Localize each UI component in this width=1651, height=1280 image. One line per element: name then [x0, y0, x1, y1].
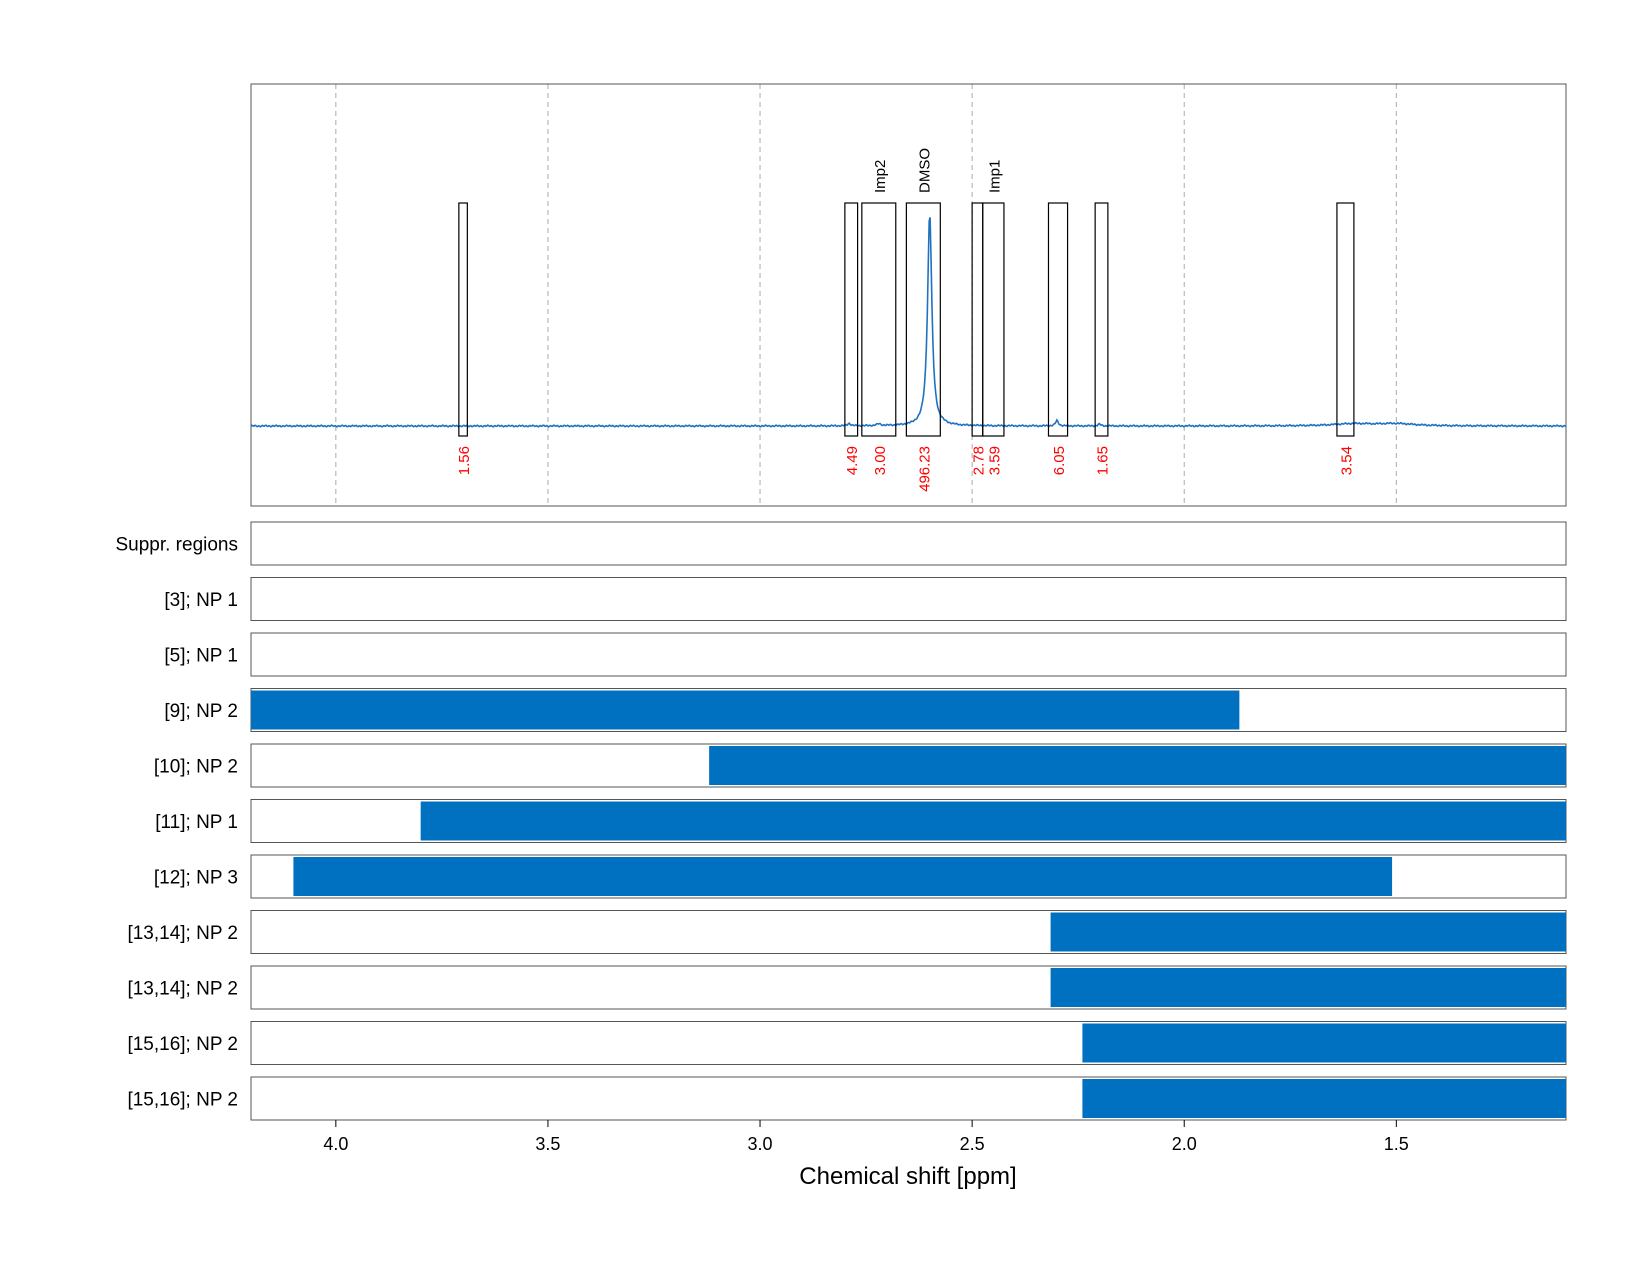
- integration-region: [982, 202, 1005, 437]
- integral-value-label: 4.49: [844, 446, 861, 475]
- track-bar: [420, 801, 1566, 841]
- region-name-label: DMSO: [916, 148, 933, 193]
- track-label: [15,16]; NP 2: [127, 1090, 238, 1111]
- integration-region: [1094, 202, 1109, 437]
- region-name-label: Imp2: [872, 160, 889, 193]
- track-bar: [1050, 968, 1566, 1007]
- integration-region: [1047, 202, 1069, 437]
- integral-value-label: 1.56: [456, 446, 473, 475]
- x-tick-label: 1.5: [1384, 1134, 1409, 1154]
- x-axis-title: Chemical shift [ppm]: [799, 1163, 1016, 1190]
- track-label: [13,14]; NP 2: [127, 979, 238, 1000]
- integration-region: [1336, 202, 1355, 437]
- track-bar: [1082, 1023, 1566, 1063]
- range-tracks: Suppr. regions [3]; NP 1 [5]; NP 1 [9]; NP …: [115, 521, 1567, 1121]
- track-bar: [1050, 912, 1566, 952]
- x-tick-label: 2.0: [1172, 1134, 1197, 1154]
- track-label: [10]; NP 2: [154, 757, 238, 778]
- track-label: [9]; NP 2: [164, 701, 238, 722]
- spectrum-line: [250, 217, 1567, 428]
- track-label: [15,16]; NP 2: [127, 1034, 238, 1055]
- track-bar: [709, 746, 1566, 785]
- track-frame: [250, 577, 1567, 621]
- track-bar: [293, 857, 1393, 896]
- track-frame: [250, 521, 1567, 566]
- spectrum-panel: 1.56 4.49 3.00 Imp2 496.23 DMSO 2.783.59 Imp1 6.…: [250, 83, 1567, 507]
- track-label: [13,14]; NP 2: [127, 923, 238, 944]
- track-label: [3]; NP 1: [164, 590, 238, 611]
- integration-region: [458, 202, 468, 437]
- integration-region: [844, 202, 859, 437]
- integral-value-label: 3.59: [986, 446, 1003, 475]
- integral-value-label: 1.65: [1095, 446, 1112, 475]
- integral-value-label: 3.54: [1338, 446, 1355, 475]
- x-tick-label: 4.0: [323, 1134, 348, 1154]
- track-label: [11]; NP 1: [155, 812, 238, 833]
- integral-value-label: 496.23: [916, 446, 933, 492]
- x-tick-label: 3.5: [535, 1134, 560, 1154]
- track-label: [12]; NP 3: [154, 868, 238, 889]
- integration-region: [905, 202, 941, 437]
- integral-value-label: 2.78: [970, 446, 987, 475]
- spectrum-frame: [250, 83, 1567, 507]
- track-label: [5]; NP 1: [164, 646, 238, 667]
- track-bar: [251, 690, 1240, 730]
- x-tick-label: 3.0: [748, 1134, 773, 1154]
- x-axis: Chemical shift [ppm] 4.0 3.5 3.0 2.5 2.0 1.5: [323, 1120, 1409, 1190]
- integration-region: [861, 202, 897, 437]
- x-tick-label: 2.5: [960, 1134, 985, 1154]
- region-name-label: Imp1: [986, 160, 1003, 193]
- track-label: Suppr. regions: [115, 535, 238, 556]
- track-frame: [250, 632, 1567, 677]
- track-bar: [1082, 1079, 1566, 1118]
- integral-value-label: 6.05: [1051, 446, 1068, 475]
- integral-value-label: 3.00: [872, 446, 889, 475]
